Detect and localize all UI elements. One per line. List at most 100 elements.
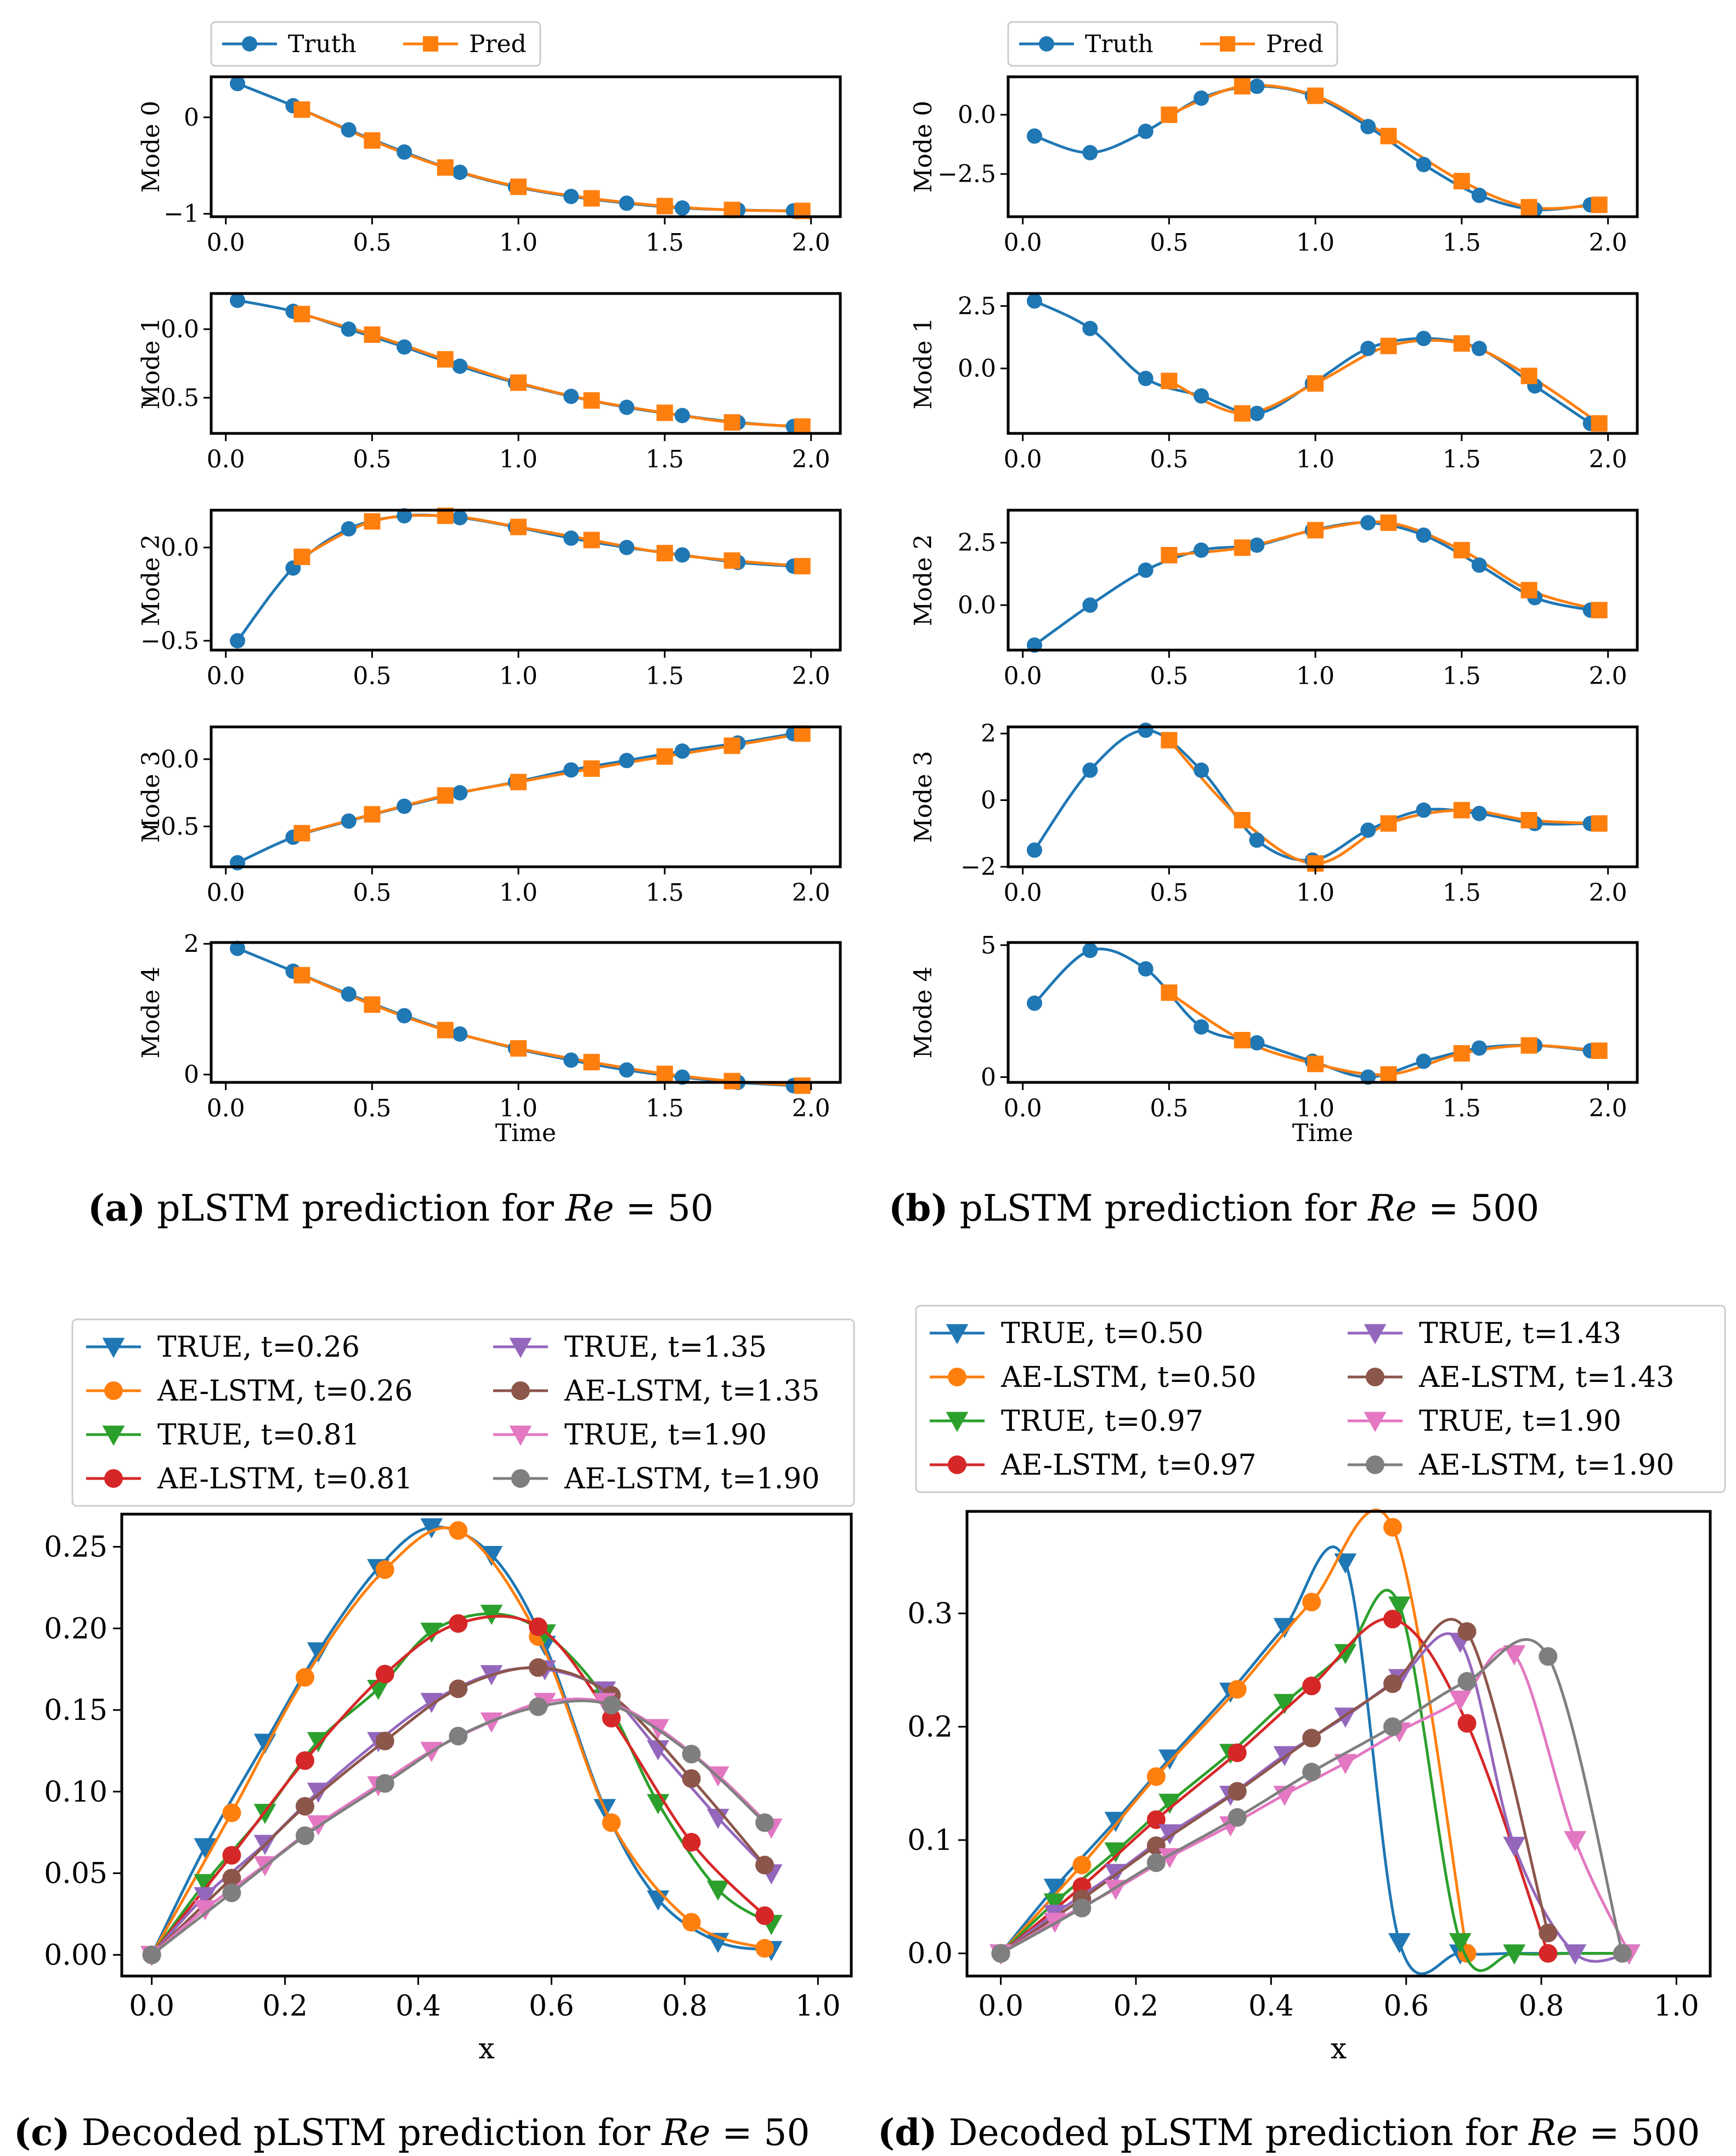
legend-label: AE-LSTM, t=0.97 bbox=[1000, 1449, 1256, 1482]
truth-point bbox=[397, 508, 412, 524]
legend-label: TRUE, t=0.26 bbox=[157, 1331, 360, 1364]
legend-marker bbox=[946, 1412, 969, 1432]
pred-point bbox=[293, 967, 310, 984]
series-marker bbox=[1043, 1893, 1066, 1914]
y-tick-label: 5 bbox=[981, 932, 996, 960]
truth-point bbox=[452, 165, 468, 180]
x-tick-label: 2.0 bbox=[792, 1094, 830, 1122]
truth-point bbox=[397, 339, 412, 355]
series-marker bbox=[755, 1855, 774, 1875]
x-tick-label: 0.5 bbox=[353, 879, 391, 907]
series-marker bbox=[529, 1697, 548, 1717]
legend-marker bbox=[509, 1425, 532, 1446]
legend-label: TRUE, t=1.90 bbox=[1419, 1405, 1621, 1438]
series-marker bbox=[420, 1692, 443, 1713]
subplot-mode-2: 0.0 0.5 1.0 1.5 2.0 2.5 0.0 Mode 2 bbox=[909, 509, 1639, 690]
pred-point bbox=[510, 1040, 527, 1057]
y-tick-label: 0.1 bbox=[907, 1824, 953, 1857]
truth-point bbox=[1471, 805, 1487, 821]
series-marker bbox=[602, 1813, 621, 1832]
series-marker bbox=[755, 1906, 774, 1925]
series-marker bbox=[1503, 1944, 1526, 1965]
truth-point bbox=[619, 753, 635, 769]
pred-point bbox=[364, 326, 381, 343]
x-tick-label: 1.0 bbox=[499, 662, 538, 690]
truth-point bbox=[1249, 405, 1265, 421]
legend-label: TRUE, t=0.81 bbox=[157, 1419, 360, 1452]
legend-marker bbox=[948, 1455, 966, 1474]
truth-point bbox=[1471, 341, 1487, 357]
truth-point bbox=[1360, 515, 1376, 530]
series-marker bbox=[253, 1804, 276, 1824]
pred-point bbox=[656, 1065, 673, 1082]
truth-point bbox=[230, 292, 246, 308]
axes-frame bbox=[1006, 292, 1639, 435]
x-tick-label: 1.0 bbox=[1296, 1094, 1334, 1122]
truth-point bbox=[452, 358, 468, 374]
axes-frame bbox=[1006, 725, 1639, 868]
x-tick-label: 0.5 bbox=[1150, 662, 1188, 690]
y-tick-label: 0 bbox=[981, 787, 996, 815]
series-marker bbox=[1539, 1647, 1558, 1666]
series-marker bbox=[449, 1614, 468, 1633]
pred-point bbox=[1520, 1037, 1537, 1054]
truth-point bbox=[1360, 822, 1376, 838]
subplot-mode-4: 0.0 0.5 1.0 1.5 2.0 2 0 Mode 4 bbox=[137, 930, 842, 1122]
axes-frame bbox=[210, 941, 842, 1084]
legend-marker-pred bbox=[423, 36, 438, 52]
series-marker bbox=[1539, 1944, 1558, 1963]
series-marker bbox=[307, 1782, 330, 1803]
series-marker bbox=[449, 1679, 468, 1698]
series-marker bbox=[1503, 1645, 1526, 1666]
series-marker bbox=[1273, 1694, 1296, 1714]
truth-point bbox=[397, 798, 412, 814]
series-marker bbox=[1449, 1690, 1472, 1711]
pred-point bbox=[1380, 815, 1397, 832]
axes-frame bbox=[210, 75, 842, 218]
truth-point bbox=[619, 540, 635, 555]
pred-point bbox=[1307, 87, 1324, 104]
series-marker bbox=[449, 1521, 468, 1540]
series-marker bbox=[1457, 1622, 1477, 1641]
legend-marker bbox=[1366, 1455, 1384, 1474]
truth-point bbox=[1194, 542, 1209, 558]
pred-point bbox=[656, 748, 673, 765]
y-axis-label: Mode 4 bbox=[137, 967, 165, 1059]
y-tick-label: 0 bbox=[981, 1063, 996, 1091]
truth-point bbox=[452, 510, 468, 526]
series-marker bbox=[1228, 1743, 1247, 1763]
legend-marker bbox=[948, 1368, 966, 1386]
x-axis-label: x bbox=[478, 2033, 494, 2065]
series-marker bbox=[1334, 1754, 1357, 1775]
truth-point bbox=[1249, 832, 1265, 848]
series-marker bbox=[296, 1668, 315, 1687]
pred-point bbox=[1307, 522, 1324, 539]
pred-point bbox=[1234, 1032, 1251, 1049]
axes-frame bbox=[1006, 75, 1639, 218]
series-marker bbox=[1564, 1831, 1587, 1852]
legend-marker bbox=[946, 1324, 969, 1345]
y-tick-label: 0.15 bbox=[44, 1694, 108, 1727]
series-line bbox=[999, 1617, 1550, 1955]
series-7 bbox=[991, 1638, 1632, 1963]
y-tick-label: −0.5 bbox=[140, 627, 199, 655]
legend-marker bbox=[509, 1337, 532, 1358]
legend-label: AE-LSTM, t=1.90 bbox=[564, 1463, 819, 1495]
pred-point bbox=[1307, 1056, 1324, 1073]
truth-point bbox=[1138, 961, 1153, 977]
series-marker bbox=[1228, 1782, 1247, 1801]
truth-point bbox=[1194, 388, 1209, 404]
legend-label: AE-LSTM, t=1.43 bbox=[1418, 1361, 1674, 1394]
x-tick-label: 1.0 bbox=[499, 879, 538, 907]
series-7 bbox=[142, 1696, 774, 1965]
series-line bbox=[1000, 1638, 1624, 1955]
series-marker bbox=[194, 1887, 217, 1907]
series-marker bbox=[1457, 1714, 1477, 1733]
legend-marker bbox=[511, 1381, 530, 1400]
panel-d-decoded-re500: 0.0 0.2 0.4 0.6 0.8 1.0 0.0 0.1 0.2 0.3 x TRUE, t=0… bbox=[907, 1305, 1726, 2065]
legend-label: AE-LSTM, t=0.81 bbox=[157, 1463, 412, 1495]
series-marker bbox=[222, 1869, 241, 1888]
series-marker bbox=[529, 1658, 548, 1677]
series-marker bbox=[480, 1546, 503, 1566]
pred-point bbox=[1591, 602, 1608, 619]
